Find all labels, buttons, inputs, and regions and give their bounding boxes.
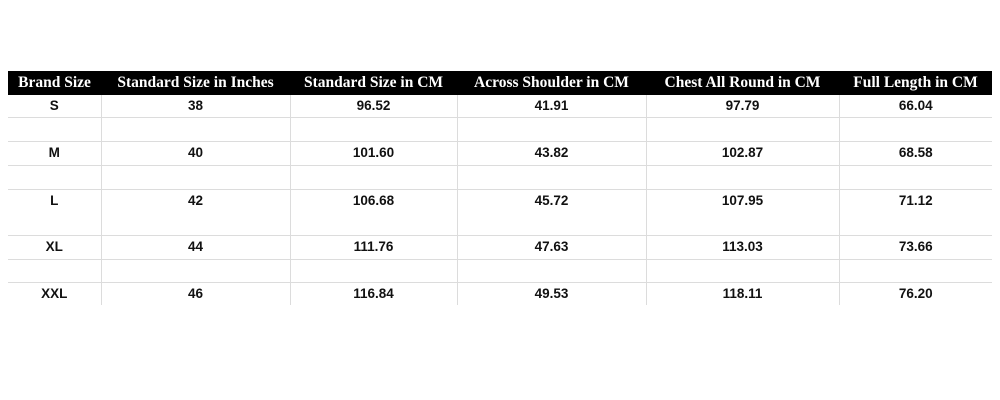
table-cell: 118.11 (645, 282, 839, 305)
table-cell: 43.82 (456, 141, 646, 166)
table-cell: 40 (100, 141, 290, 166)
size-chart-table: Brand Size Standard Size in Inches Stand… (8, 71, 992, 305)
table-cell: 47.63 (456, 235, 646, 260)
table-cell: 101.60 (289, 141, 457, 166)
table-cell (8, 165, 101, 190)
table-cell: 96.52 (289, 95, 457, 118)
table-cell: 45.72 (456, 189, 646, 236)
table-cell: 68.58 (838, 141, 992, 166)
table-row: L 42 106.68 45.72 107.95 71.12 (8, 189, 992, 236)
table-cell: 71.12 (838, 189, 992, 236)
table-cell: 97.79 (645, 95, 839, 118)
table-cell: 107.95 (645, 189, 839, 236)
table-cell (100, 117, 290, 142)
table-cell (8, 117, 101, 142)
table-cell: 106.68 (289, 189, 457, 236)
header-size-inches: Standard Size in Inches (101, 71, 290, 95)
table-cell: 113.03 (645, 235, 839, 260)
table-cell: S (8, 95, 101, 118)
table-cell (100, 165, 290, 190)
table-cell (456, 165, 646, 190)
table-row: XXL 46 116.84 49.53 118.11 76.20 (8, 282, 992, 305)
table-cell: 73.66 (838, 235, 992, 260)
table-cell (456, 259, 646, 283)
table-cell (289, 165, 457, 190)
table-cell: 66.04 (838, 95, 992, 118)
table-cell (838, 165, 992, 190)
table-cell: M (8, 141, 101, 166)
table-cell (8, 259, 101, 283)
table-cell: 116.84 (289, 282, 457, 305)
table-cell (838, 259, 992, 283)
table-cell (645, 165, 839, 190)
table-cell (838, 117, 992, 142)
header-across-shoulder: Across Shoulder in CM (457, 71, 646, 95)
table-cell (645, 259, 839, 283)
header-size-cm: Standard Size in CM (290, 71, 457, 95)
spacer-row (8, 117, 992, 142)
spacer-row (8, 165, 992, 190)
table-cell: 42 (100, 189, 290, 236)
header-chest: Chest All Round in CM (646, 71, 839, 95)
table-cell (289, 117, 457, 142)
table-cell: 76.20 (838, 282, 992, 305)
header-full-length: Full Length in CM (839, 71, 992, 95)
table-cell: XXL (41, 286, 68, 301)
table-cell (289, 259, 457, 283)
table-row: XL 44 111.76 47.63 113.03 73.66 (8, 235, 992, 260)
spacer-row (8, 259, 992, 283)
table-cell: 41.91 (456, 95, 646, 118)
header-row: Brand Size Standard Size in Inches Stand… (8, 71, 992, 95)
table-cell: 44 (100, 235, 290, 260)
table-cell: 46 (100, 282, 290, 305)
table-cell: XL (8, 235, 101, 260)
table-cell: 38 (100, 95, 290, 118)
table-cell (100, 259, 290, 283)
header-brand-size: Brand Size (8, 71, 101, 95)
table-row: S 38 96.52 41.91 97.79 66.04 (8, 95, 992, 118)
table-cell: L (8, 189, 101, 236)
table-cell (456, 117, 646, 142)
table-cell: 49.53 (456, 282, 646, 305)
table-cell: 111.76 (289, 235, 457, 260)
table-cell: 102.87 (645, 141, 839, 166)
table-row: M 40 101.60 43.82 102.87 68.58 (8, 141, 992, 166)
table-cell (645, 117, 839, 142)
